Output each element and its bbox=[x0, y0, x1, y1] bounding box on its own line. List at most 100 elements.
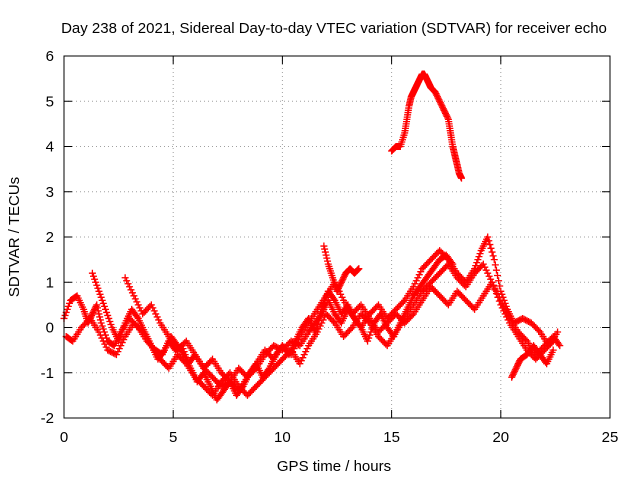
data-point bbox=[115, 337, 123, 345]
data-point bbox=[264, 366, 272, 374]
data-point bbox=[353, 266, 361, 274]
data-point bbox=[131, 295, 139, 303]
data-point bbox=[64, 302, 72, 310]
data-point bbox=[511, 366, 519, 374]
y-tick-label: 4 bbox=[46, 139, 54, 156]
data-point bbox=[93, 281, 101, 289]
data-point bbox=[399, 298, 407, 306]
data-point bbox=[481, 263, 489, 271]
data-point bbox=[330, 295, 338, 303]
data-point bbox=[484, 233, 492, 241]
data-point bbox=[512, 364, 520, 372]
data-point bbox=[497, 296, 505, 304]
data-point bbox=[313, 320, 321, 328]
data-point bbox=[118, 339, 126, 347]
data-point bbox=[334, 286, 342, 294]
data-point bbox=[482, 266, 490, 274]
data-point bbox=[439, 103, 447, 111]
data-point bbox=[322, 251, 330, 259]
data-point bbox=[495, 277, 503, 285]
x-tick-label: 5 bbox=[169, 429, 177, 446]
data-point bbox=[441, 109, 449, 117]
x-axis-label: GPS time / hours bbox=[277, 458, 391, 475]
data-point bbox=[549, 346, 557, 354]
data-point bbox=[496, 282, 504, 290]
data-point bbox=[118, 328, 126, 336]
data-point bbox=[434, 94, 442, 102]
data-point bbox=[126, 283, 134, 291]
data-point bbox=[440, 106, 448, 114]
data-point bbox=[121, 274, 129, 282]
data-point bbox=[515, 358, 523, 366]
data-point bbox=[437, 100, 445, 108]
data-point bbox=[97, 293, 105, 301]
data-point bbox=[136, 304, 144, 312]
data-point bbox=[238, 384, 246, 392]
data-point bbox=[96, 331, 104, 339]
data-point bbox=[409, 283, 417, 291]
data-point bbox=[340, 274, 348, 282]
data-point bbox=[100, 302, 108, 310]
data-point bbox=[91, 275, 99, 283]
data-point bbox=[514, 360, 522, 368]
data-point bbox=[443, 112, 451, 120]
data-point bbox=[329, 317, 337, 325]
data-point bbox=[535, 327, 543, 335]
data-point bbox=[432, 90, 440, 98]
data-point bbox=[153, 313, 161, 321]
data-point bbox=[95, 310, 103, 318]
y-tick-label: -1 bbox=[41, 365, 54, 382]
data-point bbox=[93, 301, 101, 309]
data-point bbox=[124, 280, 132, 288]
data-point bbox=[500, 302, 508, 310]
data-point bbox=[436, 99, 444, 107]
data-point bbox=[417, 268, 425, 276]
series-trace-e bbox=[320, 242, 363, 295]
data-point bbox=[554, 328, 562, 336]
data-point bbox=[347, 325, 355, 333]
y-tick-label: 6 bbox=[46, 48, 54, 65]
data-point bbox=[287, 351, 295, 359]
data-point bbox=[556, 342, 564, 350]
data-point bbox=[127, 286, 135, 294]
data-point bbox=[320, 242, 328, 250]
data-point bbox=[98, 322, 106, 330]
data-point bbox=[297, 357, 305, 365]
data-point bbox=[491, 261, 499, 269]
data-point bbox=[120, 322, 128, 330]
data-point bbox=[107, 320, 115, 328]
data-point bbox=[337, 290, 345, 298]
data-point bbox=[333, 287, 341, 295]
x-tick-label: 20 bbox=[492, 429, 509, 446]
data-point bbox=[476, 250, 484, 258]
data-point bbox=[117, 331, 125, 339]
data-point bbox=[485, 272, 493, 280]
data-point bbox=[105, 314, 113, 322]
data-point bbox=[152, 310, 160, 318]
data-point bbox=[324, 257, 332, 265]
data-point bbox=[488, 278, 496, 286]
data-point bbox=[555, 340, 563, 348]
data-points bbox=[60, 70, 564, 404]
data-point bbox=[340, 272, 348, 280]
data-point bbox=[492, 266, 500, 274]
data-point bbox=[522, 336, 530, 344]
data-point bbox=[479, 260, 487, 268]
data-point bbox=[96, 313, 104, 321]
data-point bbox=[337, 280, 345, 288]
data-point bbox=[89, 308, 97, 316]
data-point bbox=[149, 304, 157, 312]
data-point bbox=[93, 304, 101, 312]
data-point bbox=[334, 284, 342, 292]
data-point bbox=[441, 108, 449, 116]
data-point bbox=[485, 237, 493, 245]
data-point bbox=[102, 343, 110, 351]
data-point bbox=[120, 336, 128, 344]
data-point bbox=[150, 307, 158, 315]
data-point bbox=[103, 308, 111, 316]
data-point bbox=[508, 372, 516, 380]
data-point bbox=[303, 345, 311, 353]
data-point bbox=[63, 305, 71, 313]
data-point bbox=[95, 287, 103, 295]
